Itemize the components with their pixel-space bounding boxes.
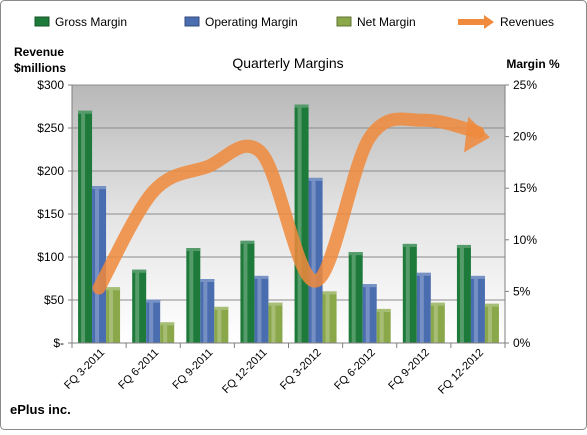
chart-title: Quarterly Margins [232, 55, 343, 71]
bar-highlight [109, 287, 114, 343]
bar-highlight [487, 303, 492, 343]
bar-highlight [325, 291, 330, 343]
revenue-arrowhead [464, 116, 490, 153]
bar-highlight [203, 279, 208, 343]
bar-highlight [351, 252, 356, 343]
right-tick-label: 15% [513, 181, 537, 195]
bar-cap [240, 240, 255, 244]
legend-label: Net Margin [357, 15, 416, 29]
right-tick-label: 25% [513, 78, 537, 92]
bar-cap [294, 104, 309, 108]
left-tick-label: $250 [37, 121, 64, 135]
left-axis-title-line1: Revenue [14, 45, 64, 59]
bar-highlight [149, 299, 154, 343]
bar-cap [416, 272, 431, 276]
left-tick-label: $50 [44, 293, 64, 307]
right-tick-label: 5% [513, 284, 531, 298]
bar-cap [362, 284, 377, 288]
legend-label: Revenues [500, 15, 554, 29]
bar-highlight [135, 269, 140, 343]
legend: Gross Margin Operating Margin Net Margin Re… [34, 15, 554, 29]
legend-label: Gross Margin [55, 15, 127, 29]
bar-highlight [217, 306, 222, 343]
bar-cap [308, 177, 323, 181]
company-name: ePlus inc. [10, 402, 71, 417]
bar-cap [430, 302, 445, 306]
bar-cap [132, 269, 147, 273]
bar-cap [484, 303, 499, 307]
bar-highlight [459, 244, 464, 343]
bar-cap [92, 186, 107, 190]
right-tick-label: 10% [513, 233, 537, 247]
bar-highlight [257, 275, 262, 343]
bar-highlight [379, 308, 384, 343]
bar-cap [146, 299, 161, 303]
bar-highlight [365, 284, 370, 343]
bar-cap [160, 322, 175, 326]
bar-cap [214, 306, 229, 310]
left-tick-label: $300 [37, 78, 64, 92]
right-tick-label: 20% [513, 130, 537, 144]
bar-highlight [297, 104, 302, 343]
bar-highlight [405, 243, 410, 343]
bar-highlight [189, 248, 194, 343]
bar-highlight [243, 240, 248, 343]
right-axis-title: Margin % [506, 57, 560, 71]
revenue-line-layer [92, 112, 490, 295]
bar-cap [78, 110, 93, 114]
bar-cap [348, 252, 363, 256]
bar-cap [254, 275, 269, 279]
legend-arrow-icon [484, 15, 494, 29]
bar-highlight [419, 272, 424, 343]
bar-highlight [163, 322, 168, 343]
bar-cap [268, 302, 283, 306]
bar-cap [106, 287, 121, 291]
bar-cap [376, 308, 391, 312]
bar-cap [456, 244, 471, 248]
left-tick-label: $100 [37, 250, 64, 264]
legend-label: Operating Margin [205, 15, 298, 29]
bar-highlight [311, 177, 316, 343]
left-axis-title-line2: $millions [14, 61, 66, 75]
bar-cap [470, 275, 485, 279]
revenue-line [92, 112, 485, 295]
right-tick-label: 0% [513, 336, 531, 350]
bar-cap [186, 248, 201, 252]
bars [78, 104, 499, 343]
legend-swatch-operating-margin [184, 16, 200, 27]
bar-highlight [95, 186, 100, 343]
bar-highlight [433, 302, 438, 343]
legend-swatch-gross-margin [34, 16, 50, 27]
bar-cap [402, 243, 417, 247]
bar-highlight [271, 302, 276, 343]
bar-cap [322, 291, 337, 295]
bar-highlight [81, 110, 86, 343]
left-tick-label: $200 [37, 164, 64, 178]
bar-highlight [473, 275, 478, 343]
bar-cap [200, 279, 215, 283]
left-tick-label: $150 [37, 207, 64, 221]
legend-swatch-net-margin [336, 16, 352, 27]
left-tick-label: $- [53, 336, 64, 350]
